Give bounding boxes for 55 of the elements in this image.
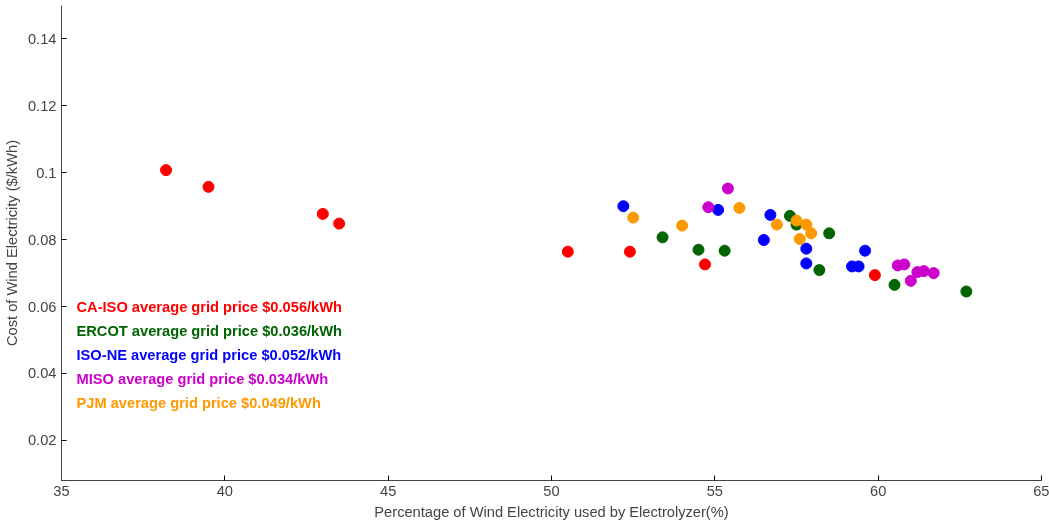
x-tick-label: 35 [53, 482, 70, 499]
point [699, 258, 712, 271]
x-tick-label: 65 [1033, 482, 1049, 499]
point [676, 219, 689, 232]
text: MISO average grid price $0.034/kWh [76, 370, 329, 387]
point [813, 264, 826, 277]
text: ERCOT average grid price $0.036/kWh [76, 322, 343, 339]
text: CA-ISO average grid price $0.056/kWh [76, 298, 343, 315]
point [770, 218, 783, 231]
point [805, 227, 818, 240]
point [823, 227, 836, 240]
point [800, 242, 813, 255]
point [718, 244, 731, 257]
y-tick-label: 0.02 [27, 432, 57, 449]
x-tick-label: 60 [870, 482, 887, 499]
x-tick-label: 40 [216, 482, 233, 499]
point [160, 164, 173, 177]
point [800, 257, 813, 270]
point [721, 182, 734, 195]
point [800, 218, 813, 231]
point [904, 274, 917, 287]
point [733, 201, 746, 214]
text: PJM average grid price $0.049/kWh [76, 394, 321, 411]
y-tick-label: 0.14 [27, 30, 57, 47]
x-axis-title: Percentage of Wind Electricity used by Electrolyzer(%) [374, 503, 729, 520]
point [202, 180, 215, 193]
point [793, 233, 806, 245]
point [623, 245, 636, 258]
y-axis-title: Cost of Wind Electricity ($/kWh) [3, 139, 20, 347]
point [790, 214, 803, 227]
point [927, 267, 940, 280]
y-tick-label: 0.04 [27, 365, 57, 382]
point [757, 234, 770, 246]
y-tick-label: 0.06 [27, 298, 57, 315]
point [656, 231, 669, 244]
point [888, 278, 901, 291]
x-tick-label: 45 [380, 482, 397, 499]
point [712, 203, 725, 216]
point [617, 200, 630, 213]
point [561, 245, 574, 258]
point [868, 269, 881, 282]
point [692, 243, 705, 256]
point [316, 207, 329, 220]
point [702, 201, 715, 214]
point [333, 217, 346, 230]
point [859, 244, 872, 257]
y-tick-label: 0.12 [27, 97, 57, 114]
point [960, 285, 973, 298]
y-tick-label: 0.1 [36, 164, 57, 181]
point [764, 208, 777, 221]
x-tick-label: 55 [706, 482, 723, 499]
text: ISO-NE average grid price $0.052/kWh [76, 346, 342, 363]
x-tick-label: 50 [543, 482, 560, 499]
point [627, 211, 640, 224]
y-tick-label: 0.08 [27, 231, 57, 248]
